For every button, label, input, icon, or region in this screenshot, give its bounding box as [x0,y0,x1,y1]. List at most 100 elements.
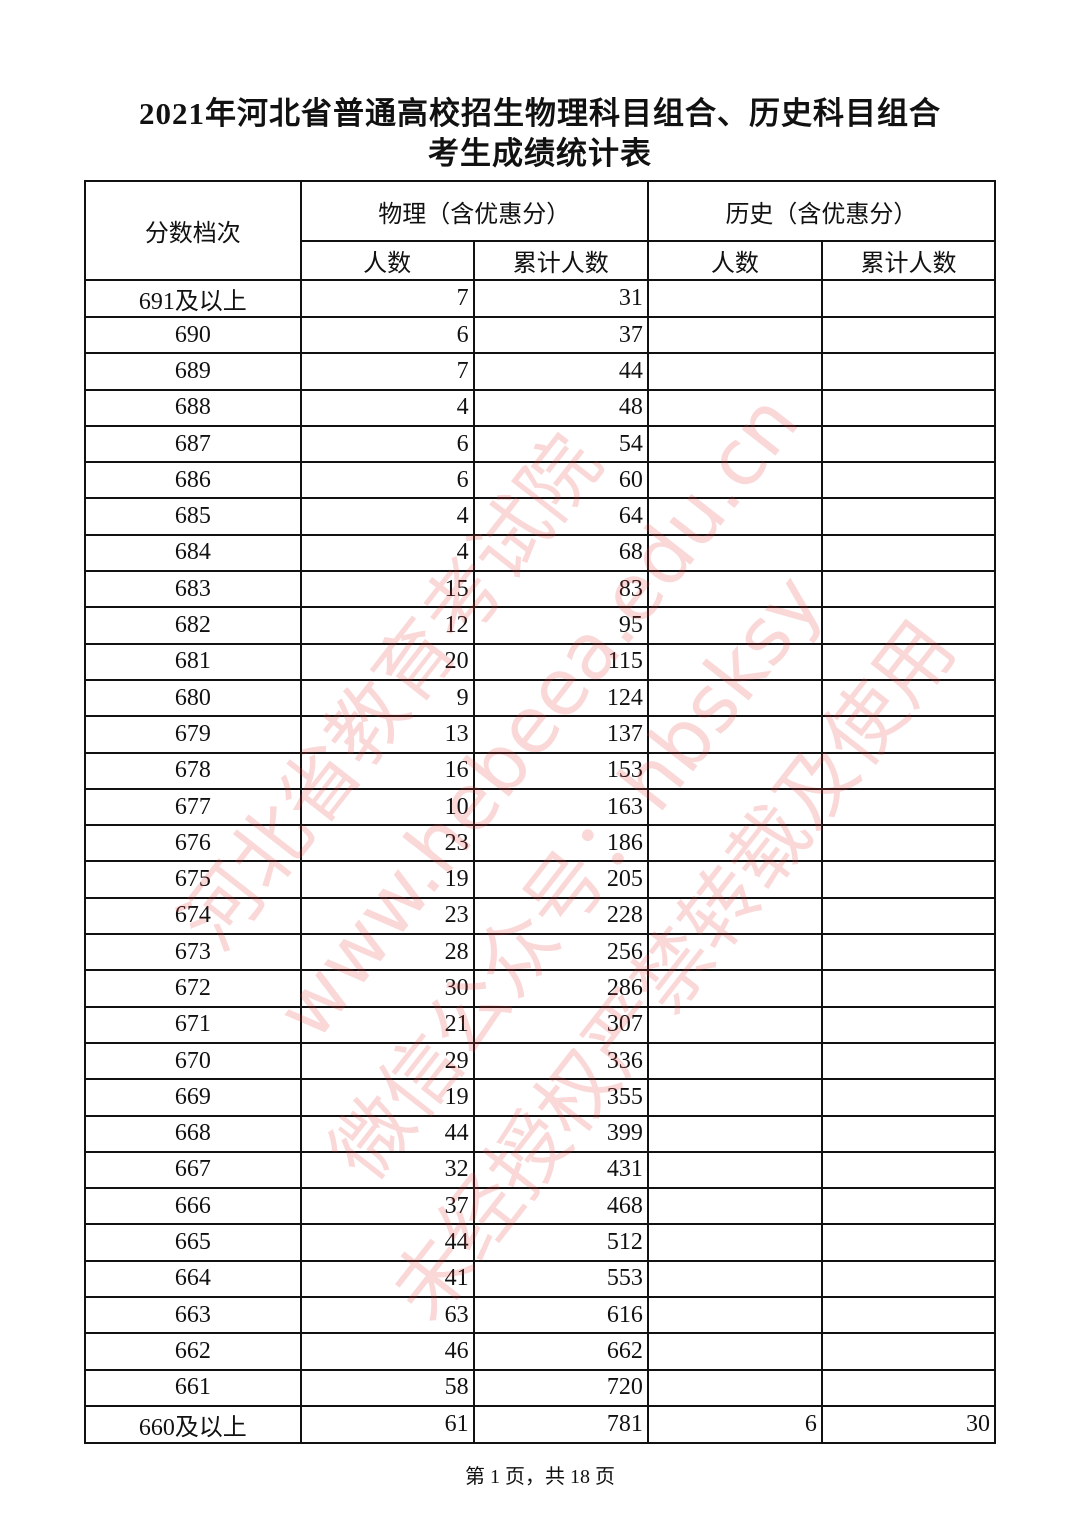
physics-cumulative-cell: 153 [472,751,649,790]
table-row: 670 29 336 [84,1041,997,1081]
physics-cumulative-cell: 228 [472,896,649,936]
score-band-cell: 690 [84,315,302,355]
score-band-cell: 682 [84,606,302,645]
history-cumulative-cell: 30 [820,1404,997,1444]
history-cumulative-cell [820,751,997,790]
history-count-cell [646,1296,823,1335]
history-count-cell [646,279,823,318]
score-band-cell: 683 [84,570,302,609]
physics-cumulative-cell: 431 [472,1150,649,1190]
history-cumulative-cell [820,1150,997,1190]
history-count-cell [646,570,823,609]
history-count-cell [646,497,823,536]
page-number: 第 1 页，共 18 页 [465,1466,615,1488]
table-row: 671 21 307 [84,1005,997,1044]
physics-cumulative-cell: 336 [472,1041,649,1081]
score-band-cell: 674 [84,896,302,936]
physics-count-cell: 6 [299,461,475,500]
physics-cumulative-cell: 720 [472,1368,649,1407]
physics-count-cell: 15 [299,570,475,609]
score-band-cell: 669 [84,1078,302,1117]
physics-count-cell: 23 [299,896,475,936]
table-row: 664 41 553 [84,1259,997,1299]
table-row: 688 4 48 [84,388,997,427]
table-row: 661 58 720 [84,1368,997,1407]
history-count-cell [646,1005,823,1044]
physics-cumulative-cell: 781 [472,1404,649,1444]
physics-cumulative-cell: 37 [472,315,649,355]
score-band-cell: 677 [84,787,302,827]
score-band-cell: 689 [84,352,302,391]
history-cumulative-cell [820,1078,997,1117]
score-band-cell: 676 [84,824,302,863]
physics-count-cell: 32 [299,1150,475,1190]
physics-count-cell: 44 [299,1114,475,1153]
history-cumulative-cell [820,1041,997,1081]
history-count-cell [646,1114,823,1153]
history-cumulative-cell [820,1332,997,1371]
history-count-cell [646,1078,823,1117]
physics-cumulative-cell: 115 [472,642,649,681]
header-physics-cumulative: 累计人数 [472,240,649,281]
table-row: 668 44 399 [84,1114,997,1153]
header-physics-count: 人数 [299,240,475,281]
score-band-cell: 685 [84,497,302,536]
physics-cumulative-cell: 68 [472,533,649,573]
score-band-cell: 672 [84,969,302,1008]
score-band-cell: 665 [84,1223,302,1262]
history-count-cell [646,533,823,573]
table-row: 660及以上 61 781 6 30 [84,1404,997,1444]
physics-count-cell: 4 [299,497,475,536]
physics-cumulative-cell: 512 [472,1223,649,1262]
physics-cumulative-cell: 286 [472,969,649,1008]
table-row: 682 12 95 [84,606,997,645]
score-band-cell: 668 [84,1114,302,1153]
table-row: 665 44 512 [84,1223,997,1262]
physics-count-cell: 61 [299,1404,475,1444]
history-count-cell [646,969,823,1008]
table-row: 679 13 137 [84,715,997,754]
score-band-cell: 671 [84,1005,302,1044]
history-count-cell [646,1259,823,1299]
physics-count-cell: 7 [299,279,475,318]
history-count-cell [646,715,823,754]
header-history-count: 人数 [646,240,823,281]
table-row: 685 4 64 [84,497,997,536]
history-cumulative-cell [820,824,997,863]
history-count-cell [646,388,823,427]
table-row: 669 19 355 [84,1078,997,1117]
physics-count-cell: 29 [299,1041,475,1081]
table-row: 673 28 256 [84,933,997,972]
table-row: 691及以上 7 31 [84,279,997,318]
history-count-cell [646,1368,823,1407]
score-band-cell: 675 [84,860,302,899]
history-count-cell [646,461,823,500]
score-band-cell: 686 [84,461,302,500]
physics-cumulative-cell: 44 [472,352,649,391]
history-count-cell [646,1332,823,1371]
history-count-cell [646,787,823,827]
physics-count-cell: 63 [299,1296,475,1335]
score-band-cell: 661 [84,1368,302,1407]
history-count-cell [646,1041,823,1081]
history-count-cell [646,678,823,718]
table-row: 674 23 228 [84,896,997,936]
physics-count-cell: 4 [299,533,475,573]
physics-count-cell: 9 [299,678,475,718]
physics-cumulative-cell: 399 [472,1114,649,1153]
score-band-cell: 660及以上 [84,1404,302,1444]
score-band-cell: 667 [84,1150,302,1190]
history-cumulative-cell [820,933,997,972]
score-band-cell: 664 [84,1259,302,1299]
physics-count-cell: 20 [299,642,475,681]
header-physics: 物理（含优惠分） [299,180,649,242]
physics-cumulative-cell: 60 [472,461,649,500]
score-band-cell: 666 [84,1187,302,1226]
history-cumulative-cell [820,315,997,355]
score-band-cell: 663 [84,1296,302,1335]
physics-cumulative-cell: 124 [472,678,649,718]
history-cumulative-cell [820,570,997,609]
history-count-cell [646,352,823,391]
header-score-band: 分数档次 [84,180,302,281]
score-band-cell: 684 [84,533,302,573]
